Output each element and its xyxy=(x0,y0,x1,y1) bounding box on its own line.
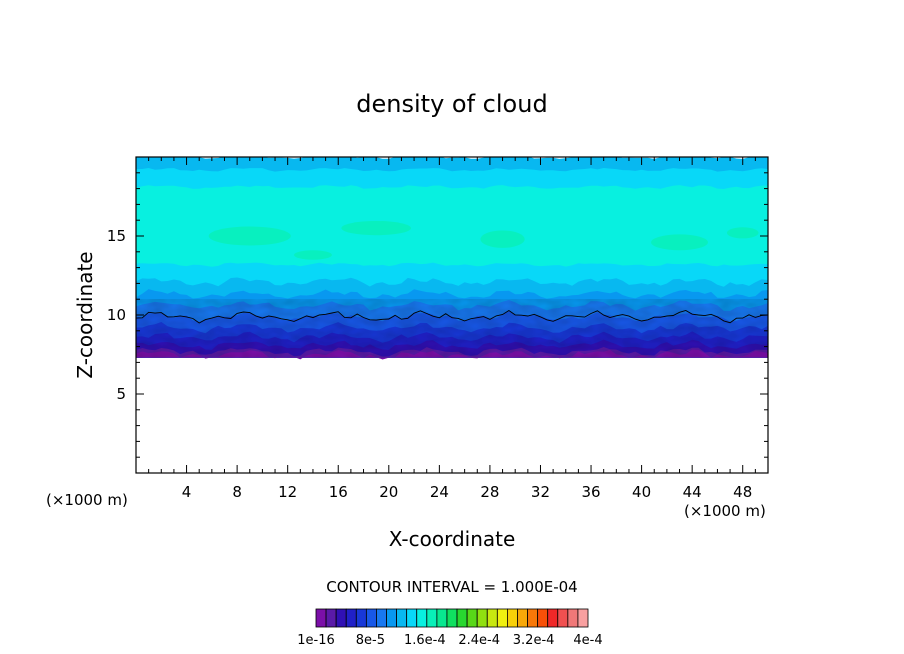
colorbar-swatch xyxy=(416,608,428,628)
colorbar-swatch xyxy=(577,608,589,628)
colorbar-swatch xyxy=(567,608,579,628)
contour-interval-label: CONTOUR INTERVAL = 1.000E-04 xyxy=(326,578,577,596)
colorbar-swatch xyxy=(456,608,468,628)
field-patch xyxy=(294,250,332,260)
field-patch xyxy=(651,234,708,251)
colorbar-swatch xyxy=(436,608,448,628)
x-tick-label: 8 xyxy=(232,483,242,501)
y-axis-ticks: 5 10 15 xyxy=(107,172,768,458)
field-patch xyxy=(726,227,759,239)
colorbar-swatch xyxy=(335,608,347,628)
x-tick-label: 12 xyxy=(278,483,297,501)
colorbar: 1e-16 8e-5 1.6e-4 2.4e-4 3.2e-4 4e-4 xyxy=(297,608,603,648)
x-axis-unit: (×1000 m) xyxy=(684,502,766,520)
colorbar-swatch xyxy=(517,608,528,628)
colorbar-swatch xyxy=(376,608,387,628)
colorbar-swatch xyxy=(355,608,367,628)
field-patch xyxy=(341,220,411,236)
y-tick-label: 10 xyxy=(107,306,126,324)
colorbar-swatch xyxy=(466,608,478,628)
colorbar-swatch xyxy=(365,608,377,628)
colorbar-swatch xyxy=(537,608,549,628)
colorbar-swatch xyxy=(547,608,559,628)
colorbar-swatch xyxy=(446,608,458,628)
colorbar-swatch xyxy=(527,608,539,628)
y-tick-label: 15 xyxy=(107,227,126,245)
colorbar-swatch xyxy=(325,608,337,628)
x-tick-label: 40 xyxy=(632,483,651,501)
colorbar-swatch xyxy=(476,608,488,628)
colorbar-tick-label: 2.4e-4 xyxy=(458,633,500,648)
colorbar-swatch xyxy=(557,608,569,628)
x-tick-label: 4 xyxy=(182,483,192,501)
x-tick-label: 44 xyxy=(683,483,702,501)
colorbar-tick-label: 3.2e-4 xyxy=(513,633,555,648)
y-tick-label: 5 xyxy=(116,385,126,403)
colorbar-swatch xyxy=(496,608,508,628)
field-texture xyxy=(136,299,768,358)
colorbar-tick-label: 1.6e-4 xyxy=(404,633,446,648)
x-tick-label: 36 xyxy=(581,483,600,501)
colorbar-tick-label: 8e-5 xyxy=(356,633,385,648)
y-axis-label: Z-coordinate xyxy=(73,251,97,378)
colorbar-tick-label: 1e-16 xyxy=(297,633,335,648)
colorbar-swatch xyxy=(406,608,418,628)
x-tick-label: 48 xyxy=(733,483,752,501)
x-tick-label: 28 xyxy=(480,483,499,501)
x-tick-label: 24 xyxy=(430,483,449,501)
field-patch xyxy=(480,230,525,248)
colorbar-swatch xyxy=(345,608,357,628)
x-tick-label: 16 xyxy=(329,483,348,501)
x-tick-label: 32 xyxy=(531,483,550,501)
colorbar-swatch xyxy=(486,608,498,628)
x-axis-label: X-coordinate xyxy=(389,527,516,551)
colorbar-swatch xyxy=(507,608,518,628)
colorbar-swatch xyxy=(426,608,438,628)
colorbar-swatch xyxy=(386,608,397,628)
chart-title: density of cloud xyxy=(356,90,547,118)
density-field xyxy=(136,157,768,360)
colorbar-swatch xyxy=(315,608,327,628)
field-patch xyxy=(208,226,291,246)
colorbar-swatch xyxy=(396,608,408,628)
x-axis-ticks: 4 8 12 16 20 24 28 32 36 40 44 48 xyxy=(148,157,756,501)
contour-line xyxy=(136,309,768,324)
x-tick-label: 20 xyxy=(379,483,398,501)
y-axis-unit: (×1000 m) xyxy=(46,491,128,509)
colorbar-tick-label: 4e-4 xyxy=(573,633,602,648)
